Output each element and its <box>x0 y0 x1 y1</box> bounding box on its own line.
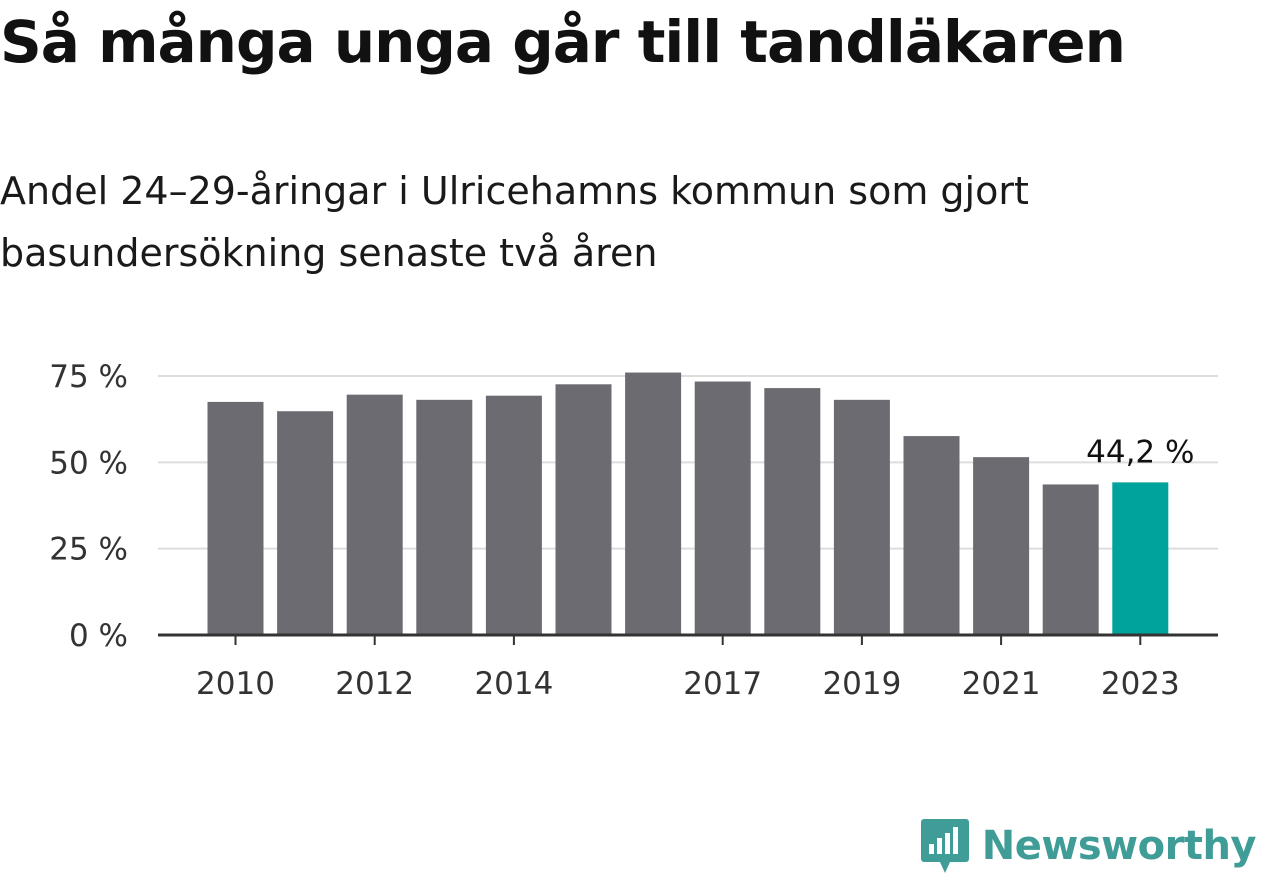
bar <box>555 384 612 635</box>
bar <box>833 399 890 635</box>
y-tick-label: 0 % <box>69 618 128 654</box>
newsworthy-logo-icon <box>920 819 969 873</box>
x-tick-label: 2017 <box>683 666 762 702</box>
x-tick-label: 2014 <box>474 666 553 702</box>
bar <box>764 388 821 635</box>
x-tick-label: 2019 <box>822 666 901 702</box>
bar <box>973 457 1030 635</box>
bar-highlight <box>1112 482 1169 635</box>
bar <box>903 436 960 635</box>
bar <box>277 411 334 635</box>
bar <box>625 372 682 635</box>
brand-logo: Newsworthy <box>920 817 1257 875</box>
x-tick-label: 2010 <box>196 666 275 702</box>
highlight-data-label: 44,2 % <box>1086 434 1194 470</box>
bar <box>1042 484 1099 635</box>
y-tick-label: 25 % <box>49 532 128 568</box>
y-tick-label: 75 % <box>49 359 128 395</box>
x-tick-label: 2021 <box>962 666 1041 702</box>
chart-title: Så många unga går till tandläkaren <box>0 8 1126 76</box>
bar <box>416 399 473 635</box>
bar <box>207 401 264 635</box>
x-tick-label: 2023 <box>1101 666 1180 702</box>
bar-chart: 0 % 25 % 50 % 75 % 2010 2012 2014 2017 2019 2021 2… <box>49 359 1218 702</box>
chart-subtitle: Andel 24–29-åringar i Ulricehamns kommun… <box>0 169 1029 275</box>
y-tick-label: 50 % <box>49 445 128 481</box>
bar <box>346 394 403 635</box>
brand-name: Newsworthy <box>981 823 1257 869</box>
bar <box>694 381 751 635</box>
bar <box>485 395 542 635</box>
x-tick-label: 2012 <box>335 666 414 702</box>
